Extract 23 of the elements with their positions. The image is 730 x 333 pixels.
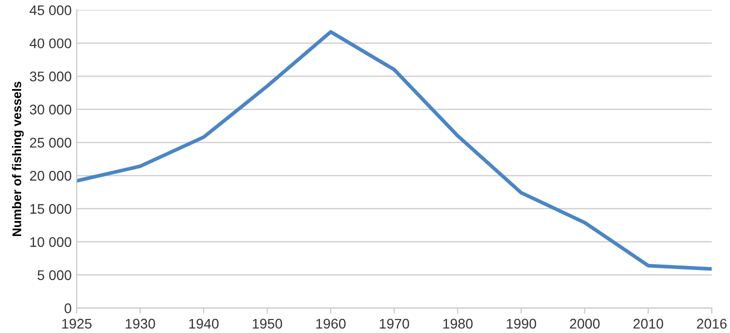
x-tick-label: 1990 [506,318,536,329]
x-tick-label: 1980 [443,318,473,329]
y-tick-label: 15 000 [30,204,72,214]
y-axis-title: Number of fishing vessels [12,82,24,236]
y-tick-label: 0 [64,303,72,314]
x-tick-label: 1950 [252,318,282,329]
y-tick-label: 40 000 [30,38,72,48]
y-tick-label: 25 000 [30,138,72,148]
y-tick-label: 20 000 [30,170,72,181]
x-tick-label: 2016 [697,318,727,329]
y-tick-label: 10 000 [30,237,72,247]
y-tick-label: 5 000 [38,270,72,280]
x-tick-label: 2000 [570,318,600,329]
line-series [76,30,712,271]
x-tick-label: 1960 [316,318,346,329]
y-tick-label: 35 000 [30,72,72,82]
y-tick-label: 30 000 [30,104,72,115]
x-tick-label: 1930 [126,318,156,329]
x-tick-label: 1940 [189,318,219,329]
x-tick-label: 2010 [633,318,664,329]
x-tick-label: 1970 [380,318,410,329]
y-tick-label: 45 000 [30,5,72,16]
x-tick-label: 1925 [62,318,92,329]
